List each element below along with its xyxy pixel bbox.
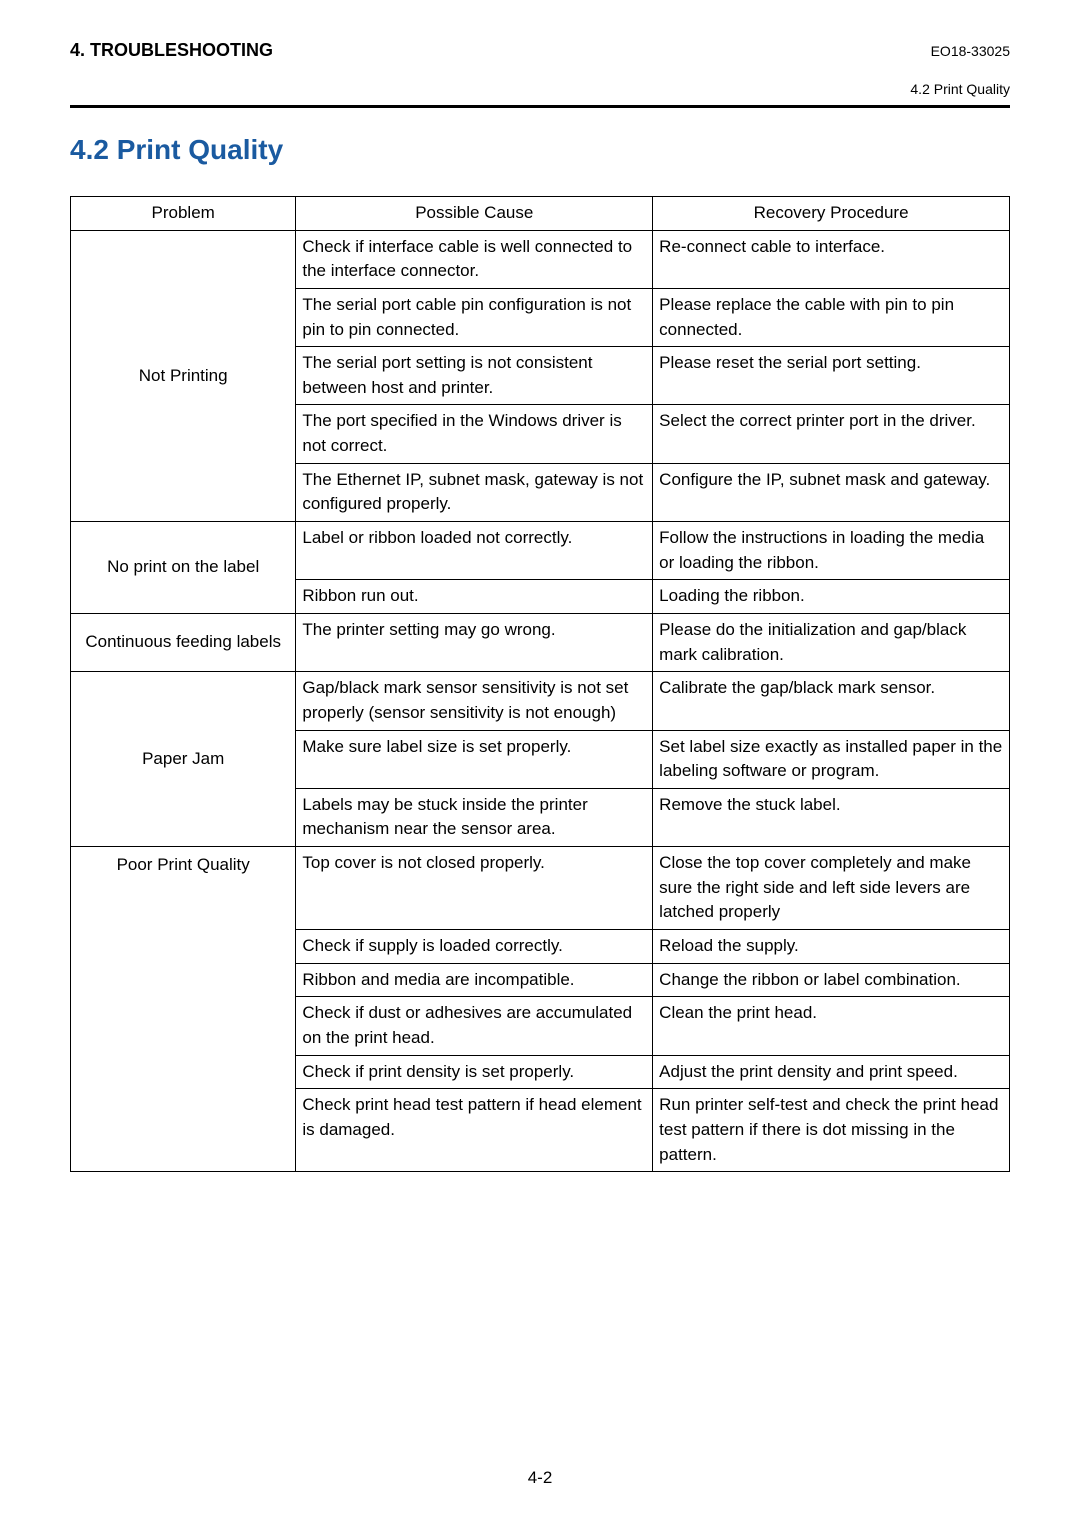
cause-cell: Labels may be stuck inside the printer m…: [296, 788, 653, 846]
table-row: Not Printing Check if interface cable is…: [71, 230, 1010, 288]
problem-cell-not-printing: Not Printing: [71, 230, 296, 521]
recovery-cell: Loading the ribbon.: [653, 580, 1010, 614]
recovery-cell: Set label size exactly as installed pape…: [653, 730, 1010, 788]
recovery-cell: Select the correct printer port in the d…: [653, 405, 1010, 463]
recovery-cell: Configure the IP, subnet mask and gatewa…: [653, 463, 1010, 521]
cause-cell: Ribbon and media are incompatible.: [296, 963, 653, 997]
recovery-cell: Calibrate the gap/black mark sensor.: [653, 672, 1010, 730]
recovery-cell: Reload the supply.: [653, 930, 1010, 964]
cause-cell: The Ethernet IP, subnet mask, gateway is…: [296, 463, 653, 521]
document-id: EO18-33025: [931, 43, 1010, 59]
recovery-cell: Clean the print head.: [653, 997, 1010, 1055]
cause-cell: Check print head test pattern if head el…: [296, 1089, 653, 1172]
table-row: Continuous feeding labels The printer se…: [71, 613, 1010, 671]
cause-cell: The serial port setting is not consisten…: [296, 347, 653, 405]
cause-cell: Check if supply is loaded correctly.: [296, 930, 653, 964]
recovery-cell: Re-connect cable to interface.: [653, 230, 1010, 288]
recovery-cell: Remove the stuck label.: [653, 788, 1010, 846]
cause-cell: Make sure label size is set properly.: [296, 730, 653, 788]
recovery-cell: Please replace the cable with pin to pin…: [653, 288, 1010, 346]
table-row: No print on the label Label or ribbon lo…: [71, 522, 1010, 580]
cause-cell: Check if interface cable is well connect…: [296, 230, 653, 288]
problem-cell-paper-jam: Paper Jam: [71, 672, 296, 847]
header-rule: [70, 105, 1010, 108]
cause-cell: Top cover is not closed properly.: [296, 847, 653, 930]
recovery-cell: Close the top cover completely and make …: [653, 847, 1010, 930]
cause-cell: The serial port cable pin configuration …: [296, 288, 653, 346]
page-header: 4. TROUBLESHOOTING EO18-33025: [70, 40, 1010, 61]
header-recovery: Recovery Procedure: [653, 197, 1010, 231]
cause-cell: Check if dust or adhesives are accumulat…: [296, 997, 653, 1055]
recovery-cell: Adjust the print density and print speed…: [653, 1055, 1010, 1089]
cause-cell: Ribbon run out.: [296, 580, 653, 614]
recovery-cell: Please reset the serial port setting.: [653, 347, 1010, 405]
problem-cell-no-print-label: No print on the label: [71, 522, 296, 614]
page-number: 4-2: [0, 1468, 1080, 1488]
cause-cell: The port specified in the Windows driver…: [296, 405, 653, 463]
section-title: 4.2 Print Quality: [70, 134, 1010, 166]
recovery-cell: Change the ribbon or label combination.: [653, 963, 1010, 997]
problem-cell-poor-quality: Poor Print Quality: [71, 847, 296, 1172]
recovery-cell: Follow the instructions in loading the m…: [653, 522, 1010, 580]
header-cause: Possible Cause: [296, 197, 653, 231]
troubleshooting-table: Problem Possible Cause Recovery Procedur…: [70, 196, 1010, 1172]
header-problem: Problem: [71, 197, 296, 231]
problem-cell-continuous-feeding: Continuous feeding labels: [71, 613, 296, 671]
recovery-cell: Please do the initialization and gap/bla…: [653, 613, 1010, 671]
table-header-row: Problem Possible Cause Recovery Procedur…: [71, 197, 1010, 231]
cause-cell: Gap/black mark sensor sensitivity is not…: [296, 672, 653, 730]
cause-cell: Label or ribbon loaded not correctly.: [296, 522, 653, 580]
cause-cell: Check if print density is set properly.: [296, 1055, 653, 1089]
chapter-title: 4. TROUBLESHOOTING: [70, 40, 273, 61]
recovery-cell: Run printer self-test and check the prin…: [653, 1089, 1010, 1172]
subsection-reference: 4.2 Print Quality: [70, 81, 1010, 97]
cause-cell: The printer setting may go wrong.: [296, 613, 653, 671]
table-row: Poor Print Quality Top cover is not clos…: [71, 847, 1010, 930]
table-row: Paper Jam Gap/black mark sensor sensitiv…: [71, 672, 1010, 730]
